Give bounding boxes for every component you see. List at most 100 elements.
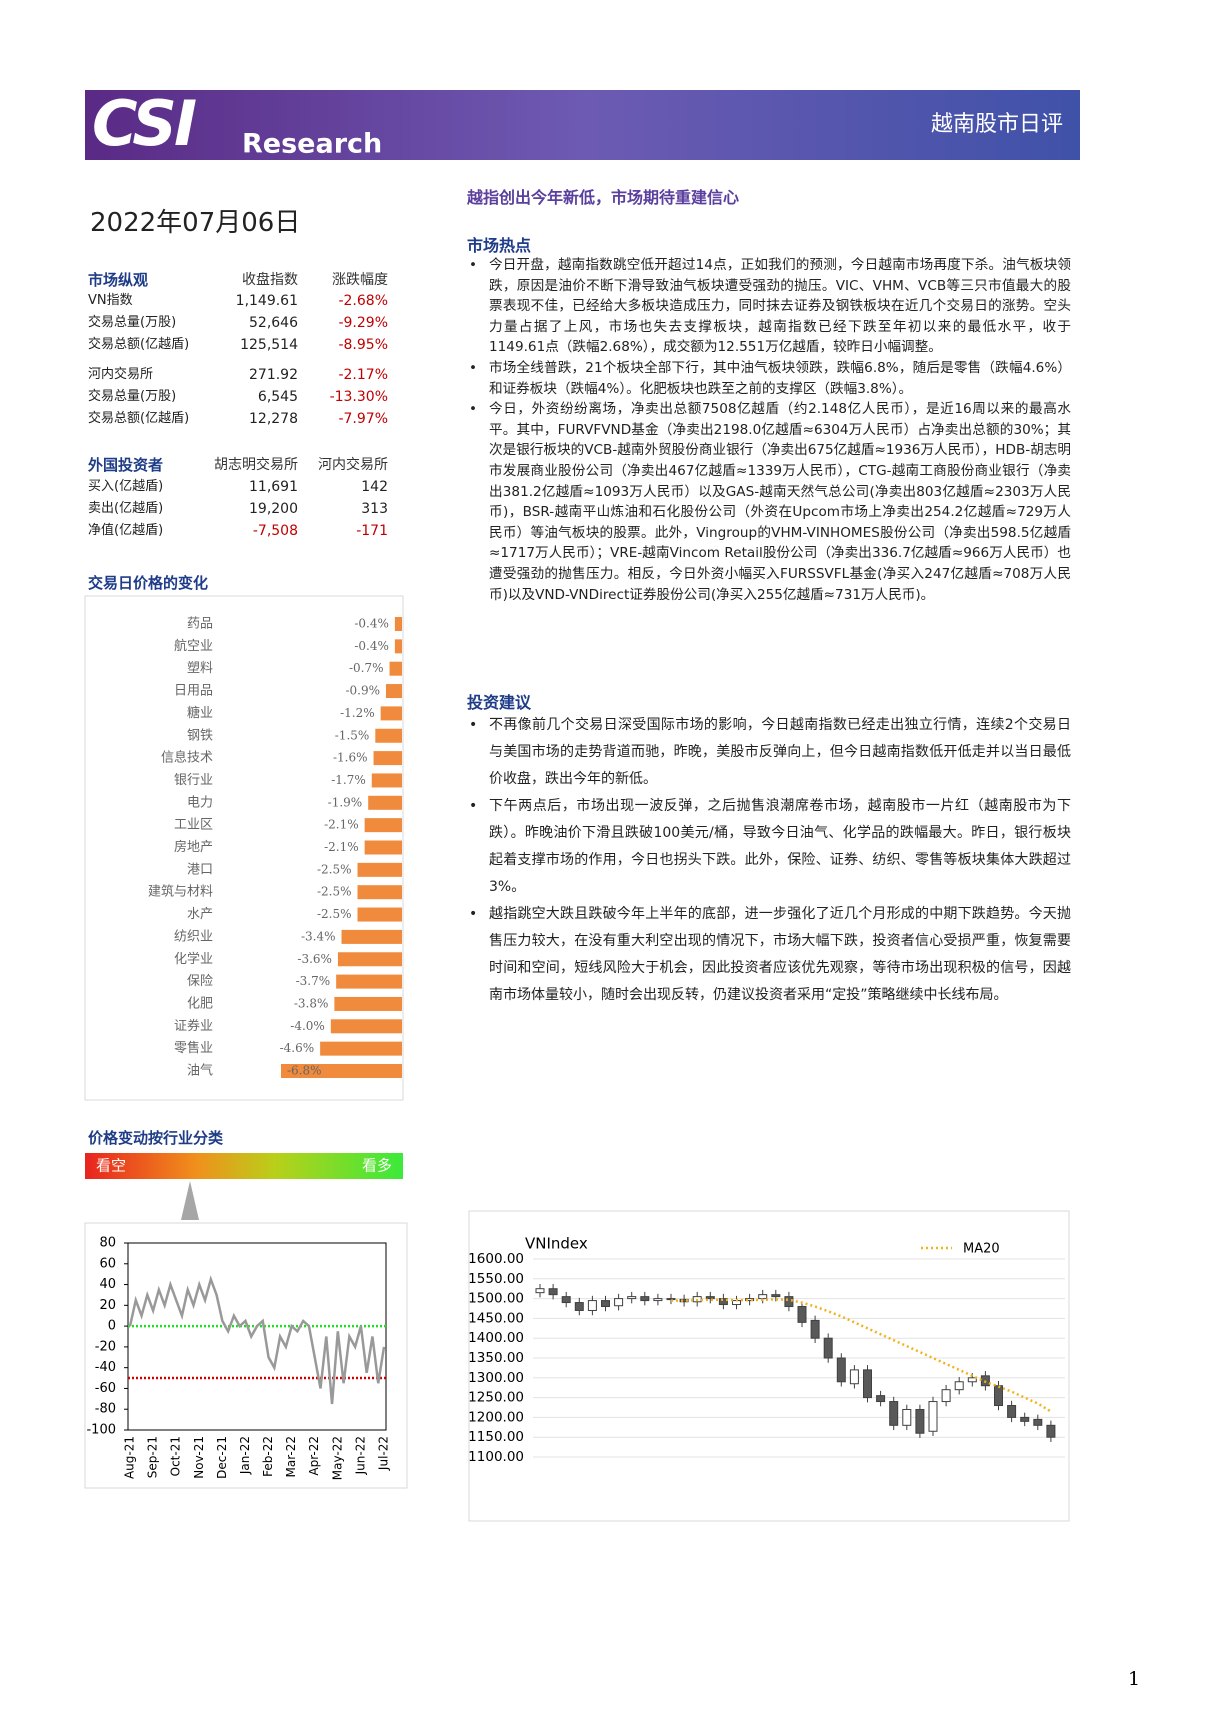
section-title: 投资建议: [467, 693, 532, 712]
table-cell: 净值(亿越盾): [88, 523, 164, 538]
value-label: -4.6%: [280, 1041, 315, 1055]
candle-body: [810, 1319, 820, 1339]
category-label: 化肥: [187, 996, 213, 1011]
y-tick-label: -60: [95, 1381, 116, 1396]
bar: [357, 907, 402, 922]
y-tick-label: -20: [95, 1339, 116, 1354]
table-cell: -7.97%: [338, 411, 388, 427]
table-cell: -7,508: [252, 523, 298, 539]
bearish-label: 看空: [96, 1157, 126, 1175]
candle-body: [574, 1302, 584, 1311]
table-cell: 142: [361, 479, 388, 495]
y-tick-label: 80: [99, 1236, 116, 1251]
bar: [330, 1019, 402, 1034]
x-tick-label: Apr-22: [307, 1436, 321, 1476]
category-label: 水产: [187, 907, 213, 922]
table-cell: -2.17%: [338, 367, 388, 383]
headline: 越指创出今年新低，市场期待重建信心: [467, 188, 740, 207]
table-header: 涨跌幅度: [332, 272, 388, 288]
y-tick-label: 40: [99, 1277, 116, 1292]
table-header: 河内交易所: [318, 457, 388, 473]
x-tick-label: Jan-22: [238, 1436, 252, 1475]
y-tick-label: 1500.00: [468, 1291, 524, 1307]
y-tick-label: 1600.00: [468, 1251, 524, 1267]
category-label: 药品: [187, 617, 213, 632]
category-label: 工业区: [174, 818, 213, 833]
value-label: -2.5%: [317, 907, 352, 921]
hotspot-item: 市场全线普跌，21个板块全部下行，其中油气板块领跌，跌幅6.8%，随后是零售（跌…: [469, 358, 1071, 399]
table-cell: -9.29%: [338, 315, 388, 331]
y-tick-label: 1200.00: [468, 1409, 524, 1425]
bar: [364, 840, 402, 855]
value-label: -1.5%: [335, 728, 370, 742]
value-label: -0.7%: [349, 661, 384, 675]
value-label: -3.4%: [301, 929, 336, 943]
table-cell: -13.30%: [329, 389, 388, 405]
candle-body: [1033, 1418, 1043, 1426]
table-cell: 1,149.61: [235, 293, 298, 309]
bar: [371, 773, 402, 788]
bar: [385, 684, 402, 699]
x-tick-label: Jun-22: [353, 1436, 367, 1475]
bar: [337, 952, 402, 967]
table-cell: 交易总额(亿越盾): [88, 337, 190, 352]
candle-body: [1020, 1416, 1030, 1422]
y-tick-label: -100: [86, 1423, 116, 1438]
candle-body: [640, 1296, 650, 1302]
table-cell: -8.95%: [338, 337, 388, 353]
candle-body: [784, 1296, 794, 1308]
category-label: 电力: [187, 795, 213, 810]
chart-title: VNIndex: [525, 1235, 588, 1253]
table-cell: 19,200: [249, 501, 298, 517]
candle-body: [561, 1296, 571, 1304]
bar: [341, 929, 402, 944]
bar: [394, 639, 402, 654]
bar: [375, 728, 402, 743]
candle-chart-frame: [468, 1210, 1070, 1522]
advice-item: 下午两点后，市场出现一波反弹，之后抛售浪潮席卷市场，越南股市一片红（越南股市为下…: [469, 793, 1071, 901]
table-header: 胡志明交易所: [214, 457, 298, 473]
chart-title: 交易日价格的变化: [88, 574, 209, 592]
bar: [357, 885, 402, 900]
y-tick-label: 1300.00: [468, 1370, 524, 1386]
table-cell: 12,278: [249, 411, 298, 427]
x-tick-label: Aug-21: [123, 1436, 137, 1479]
value-label: -4.0%: [290, 1019, 325, 1033]
line: [128, 1275, 386, 1405]
table-cell: -2.68%: [338, 293, 388, 309]
hotspot-item: 今日，外资纷纷离场，净卖出总额7508亿越盾（约2.148亿人民币），是近16周…: [469, 399, 1071, 605]
candle-body: [718, 1298, 728, 1306]
candle-body: [627, 1296, 637, 1300]
category-label: 糖业: [187, 705, 213, 721]
x-tick-label: Jul-22: [377, 1436, 391, 1471]
y-tick-label: 1350.00: [468, 1350, 524, 1366]
x-tick-label: May-22: [330, 1436, 344, 1480]
candle-body: [994, 1385, 1003, 1407]
table-cell: 313: [361, 501, 388, 517]
x-tick-label: Feb-22: [261, 1436, 275, 1477]
candle-body: [954, 1381, 964, 1391]
table-cell: -171: [356, 523, 388, 539]
line-chart-frame: [84, 1222, 408, 1489]
y-tick-label: 20: [99, 1298, 116, 1313]
bar: [320, 1041, 402, 1056]
value-label: -6.8%: [287, 1064, 322, 1078]
candle-body: [836, 1357, 846, 1383]
category-label: 油气: [187, 1063, 213, 1079]
x-tick-label: Mar-22: [284, 1436, 298, 1477]
category-label: 港口: [187, 862, 213, 877]
bullish-label: 看多: [362, 1157, 392, 1175]
candle-body: [902, 1408, 912, 1426]
value-label: -1.6%: [333, 751, 368, 765]
bar: [380, 706, 402, 721]
candle-body: [849, 1369, 859, 1385]
bar: [336, 974, 402, 989]
candle-body: [1046, 1424, 1056, 1438]
brand: Research: [242, 129, 382, 160]
value-label: -0.4%: [354, 617, 389, 631]
value-label: -0.9%: [345, 684, 380, 698]
table-cell: 交易总量(万股): [88, 389, 177, 404]
candle-body: [548, 1288, 558, 1296]
table-cell: 6,545: [257, 389, 298, 405]
